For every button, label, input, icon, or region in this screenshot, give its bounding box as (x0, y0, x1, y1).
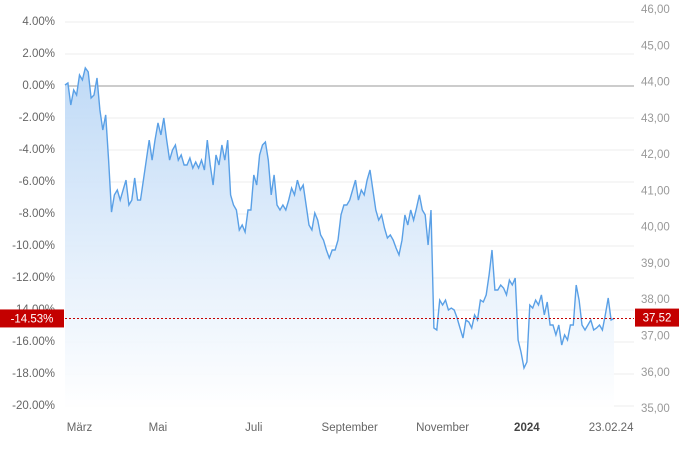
current-label-right: 37,52 (643, 313, 672, 325)
y2-tick-label: 45,00 (641, 40, 670, 52)
y-tick-label: -2.00% (19, 112, 55, 124)
y-tick-label: 2.00% (22, 48, 55, 60)
y2-tick-label: 43,00 (641, 113, 670, 125)
y-tick-label: -12.00% (12, 272, 55, 284)
current-tag-right (635, 308, 679, 327)
y2-tick-label: 42,00 (641, 149, 670, 161)
y2-tick-label: 46,00 (641, 4, 670, 16)
current-label-left: -14.53% (11, 313, 54, 325)
y-tick-label: -4.00% (19, 144, 55, 156)
y2-tick-label: 40,00 (641, 222, 670, 234)
x-tick-label: 23.02.24 (589, 422, 634, 434)
y2-tick-label: 36,00 (641, 367, 670, 379)
y-tick-label: -10.00% (12, 240, 55, 252)
x-tick-label: Mai (149, 422, 168, 434)
x-tick-label: Juli (245, 422, 262, 434)
current-tag-left (0, 309, 64, 328)
y-tick-label: -20.00% (12, 400, 55, 412)
x-tick-label: September (322, 422, 378, 434)
y2-tick-label: 39,00 (641, 258, 670, 270)
y2-tick-label: 44,00 (641, 77, 670, 89)
y-tick-label: -18.00% (12, 368, 55, 380)
y-tick-label: -8.00% (19, 208, 55, 220)
y-tick-label: 4.00% (22, 16, 55, 28)
x-tick-label: 2024 (514, 422, 540, 434)
y-tick-label: -6.00% (19, 176, 55, 188)
y2-tick-label: 35,00 (641, 403, 670, 415)
area (65, 67, 614, 410)
y2-tick-label: 41,00 (641, 185, 670, 197)
y-tick-label: -16.00% (12, 336, 55, 348)
y-tick-label: 0.00% (22, 80, 55, 92)
x-tick-label: März (67, 422, 93, 434)
x-tick-label: November (416, 422, 469, 434)
line (64, 66, 615, 371)
y2-tick-label: 38,00 (641, 294, 670, 306)
y2-tick-label: 37,00 (641, 330, 670, 342)
